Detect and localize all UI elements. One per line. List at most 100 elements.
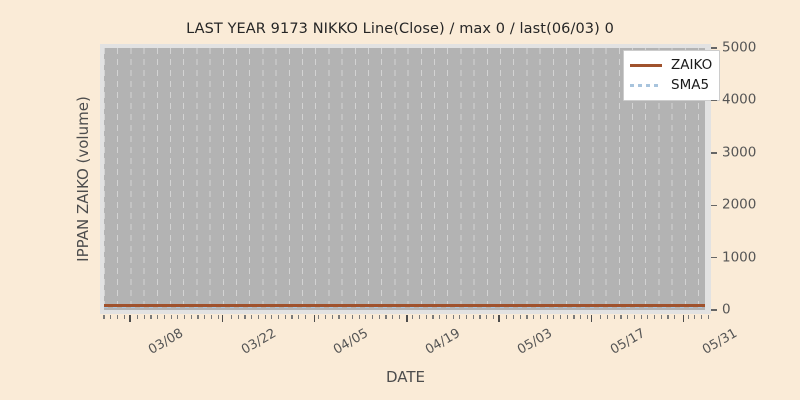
legend-swatch-zaiko-icon — [630, 63, 662, 67]
x-tick-minor — [371, 315, 374, 319]
x-tick-minor — [318, 315, 320, 319]
x-tick-minor — [351, 315, 353, 319]
x-tick-major — [498, 315, 500, 322]
x-tick-minor — [244, 315, 246, 319]
legend-item-sma5[interactable]: SMA5 — [630, 75, 712, 95]
x-axis — [100, 314, 711, 326]
x-tick-minor — [627, 315, 629, 319]
y-tick-mark — [711, 99, 717, 102]
x-tick-minor — [519, 315, 521, 319]
x-tick-minor — [533, 315, 535, 319]
x-tick-minor — [559, 315, 562, 319]
x-tick-minor — [177, 315, 179, 319]
x-tick-minor — [633, 315, 635, 319]
x-tick-label: 05/03 — [515, 326, 556, 358]
x-tick-minor — [210, 315, 212, 319]
x-tick-label: 04/05 — [330, 326, 371, 358]
x-tick-minor — [613, 315, 615, 319]
x-tick-minor — [298, 315, 300, 319]
x-tick-minor — [640, 315, 642, 319]
x-tick-minor — [324, 315, 327, 319]
x-tick-minor — [271, 315, 273, 319]
x-tick-minor — [170, 315, 172, 319]
x-tick-label: 04/19 — [423, 326, 464, 358]
x-tick-minor — [432, 315, 434, 319]
x-tick-minor — [425, 315, 427, 319]
x-tick-minor — [197, 315, 199, 319]
x-tick-minor — [553, 315, 555, 319]
y-tick-mark — [711, 309, 717, 311]
y-tick-mark — [711, 152, 717, 154]
x-tick-minor — [365, 315, 367, 319]
x-tick-minor — [217, 315, 219, 319]
x-tick-minor — [647, 315, 649, 319]
x-tick-minor — [573, 315, 575, 319]
y-tick-label: 4000 — [722, 91, 757, 108]
chart-legend[interactable]: ZAIKO SMA5 — [623, 50, 721, 101]
x-tick-minor — [452, 315, 454, 319]
x-tick-minor — [277, 315, 280, 319]
x-tick-minor — [257, 315, 259, 319]
x-tick-minor — [110, 315, 112, 319]
x-tick-minor — [251, 315, 253, 319]
x-tick-minor — [136, 315, 139, 319]
y-tick-label: 5000 — [722, 39, 757, 56]
x-tick-minor — [667, 315, 669, 319]
x-tick-minor — [237, 315, 239, 319]
x-tick-label: 03/08 — [146, 326, 187, 358]
x-tick-minor — [694, 315, 696, 319]
x-tick-minor — [143, 315, 145, 319]
x-tick-minor — [398, 315, 400, 319]
x-tick-minor — [264, 315, 266, 319]
y-tick-label: 1000 — [722, 249, 757, 266]
x-tick-minor — [345, 315, 347, 319]
y-tick-label: 0 — [722, 301, 731, 318]
legend-label-sma5: SMA5 — [671, 77, 710, 93]
x-tick-minor — [190, 315, 192, 319]
legend-swatch-sma5-icon — [630, 83, 662, 87]
y-axis-title: IPPAN ZAIKO (volume) — [74, 96, 92, 262]
legend-item-zaiko[interactable]: ZAIKO — [630, 55, 712, 75]
x-tick-minor — [123, 315, 125, 319]
legend-label-zaiko: ZAIKO — [671, 57, 713, 73]
x-tick-minor — [412, 315, 414, 319]
x-tick-major — [682, 315, 685, 322]
y-tick-label: 3000 — [722, 144, 757, 161]
x-axis-tick-labels: 03/08 03/22 04/05 04/19 05/03 05/17 05/31 — [100, 322, 740, 362]
x-tick-minor — [472, 315, 474, 319]
x-tick-major — [129, 315, 131, 322]
x-tick-minor — [304, 315, 306, 319]
x-tick-minor — [479, 315, 481, 319]
x-tick-minor — [378, 315, 380, 319]
x-axis-title: DATE — [385, 368, 426, 386]
x-tick-minor — [157, 315, 159, 319]
x-tick-minor — [230, 315, 233, 319]
x-tick-minor — [284, 315, 286, 319]
x-tick-major — [313, 315, 316, 322]
x-tick-minor — [600, 315, 602, 319]
y-tick-mark — [711, 256, 717, 259]
chart-title: LAST YEAR 9173 NIKKO Line(Close) / max 0… — [186, 21, 614, 37]
y-axis: 0 1000 2000 3000 4000 5000 — [711, 40, 791, 318]
x-tick-minor — [486, 315, 488, 319]
x-tick-minor — [700, 315, 703, 319]
x-tick-minor — [566, 315, 568, 319]
plot-area[interactable] — [100, 44, 711, 314]
x-tick-minor — [539, 315, 541, 319]
vertical-gridlines — [104, 48, 705, 310]
x-tick-minor — [338, 315, 340, 319]
x-tick-label: 05/31 — [699, 326, 740, 358]
x-tick-minor — [580, 315, 582, 319]
x-tick-minor — [439, 315, 441, 319]
x-tick-minor — [620, 315, 622, 319]
x-tick-minor — [526, 315, 528, 319]
x-tick-minor — [506, 315, 508, 319]
x-tick-minor — [465, 315, 468, 319]
x-tick-minor — [687, 315, 689, 319]
plot-inner — [104, 48, 705, 310]
x-tick-minor — [358, 315, 360, 319]
x-tick-minor — [103, 315, 105, 319]
x-tick-major — [590, 315, 593, 322]
x-tick-minor — [116, 315, 118, 319]
